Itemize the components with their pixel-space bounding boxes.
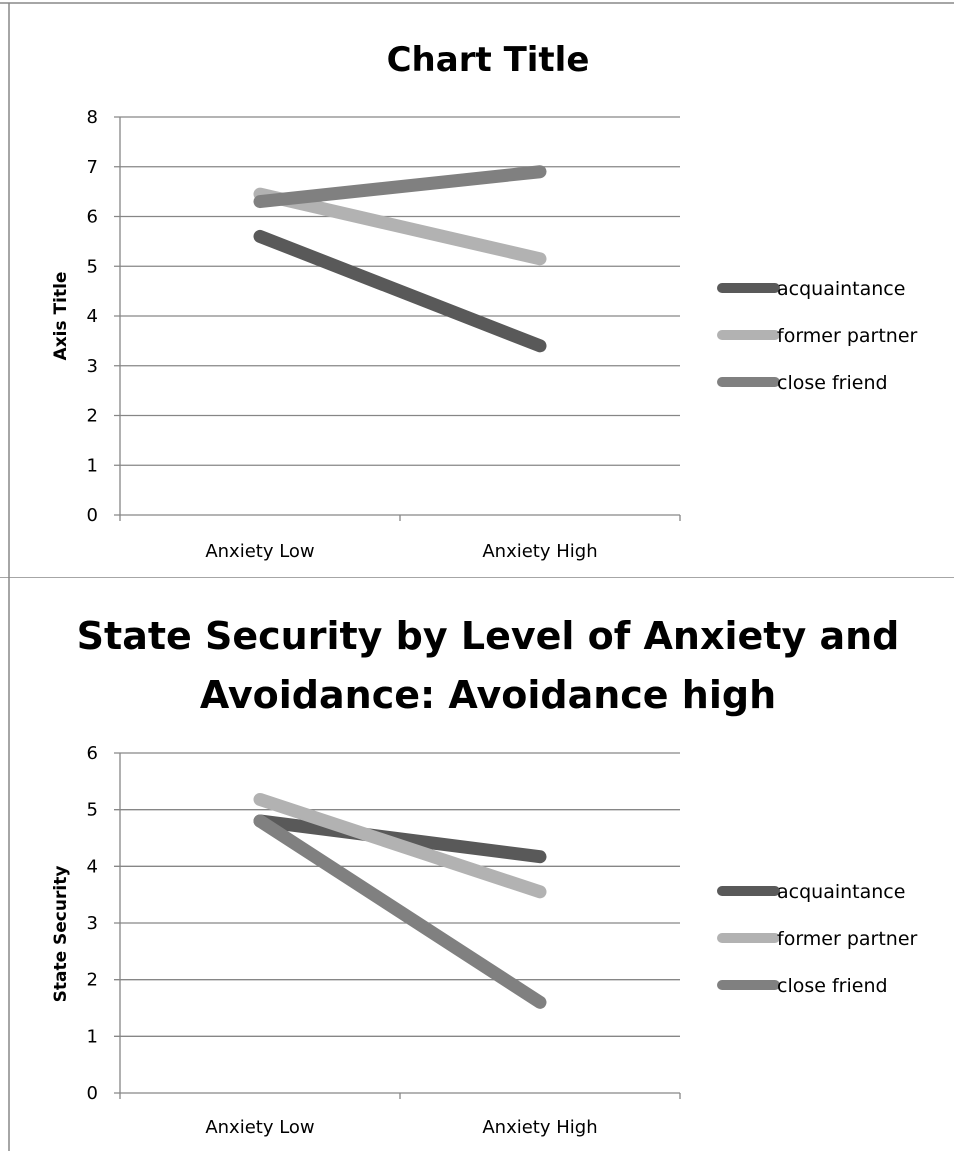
y-tick-label: 3 <box>87 913 98 934</box>
data-point <box>259 201 261 203</box>
data-point <box>539 171 541 173</box>
data-point <box>539 258 541 260</box>
series-line-acquaintance <box>253 229 547 353</box>
data-point <box>259 235 261 237</box>
y-tick-label: 2 <box>87 970 98 991</box>
x-tick-label: Anxiety High <box>482 1117 597 1138</box>
chart-panel-2: State Security by Level of Anxiety and A… <box>0 578 954 1151</box>
y-tick-label: 2 <box>87 406 98 427</box>
y-tick-label: 5 <box>87 800 98 821</box>
y-tick-label: 6 <box>87 743 98 764</box>
legend-label: former partner <box>777 325 918 347</box>
y-tick-label: 6 <box>87 207 98 228</box>
chart-title: Chart Title <box>387 40 590 80</box>
data-point <box>539 1001 541 1003</box>
data-point <box>259 820 261 822</box>
chart-title-line-1: State Security by Level of Anxiety and <box>77 614 900 658</box>
chart-panel-1: Chart Title Axis Title 0 1 2 3 4 5 6 7 8 Anxiety … <box>0 2 954 578</box>
legend-label: acquaintance <box>777 881 905 903</box>
x-tick-label: Anxiety High <box>482 541 597 562</box>
y-tick-label: 4 <box>87 856 98 877</box>
data-point <box>259 193 261 195</box>
chart-2-svg: State Security by Level of Anxiety and A… <box>8 578 918 1151</box>
series-line-former-partner <box>253 792 547 899</box>
y-tick-label: 4 <box>87 306 98 327</box>
series-line-close-friend <box>253 165 547 209</box>
data-point <box>539 345 541 347</box>
y-axis-title: Axis Title <box>51 272 71 361</box>
legend-label: close friend <box>777 372 888 394</box>
data-point <box>539 856 541 858</box>
y-tick-label: 0 <box>87 1083 98 1104</box>
series-line-close-friend <box>253 814 547 1009</box>
data-point <box>259 798 261 800</box>
y-tick-label: 0 <box>87 505 98 526</box>
data-point <box>539 891 541 893</box>
chart-title-line-2: Avoidance: Avoidance high <box>200 673 776 717</box>
series-line-former-partner <box>253 187 547 266</box>
y-tick-label: 3 <box>87 356 98 377</box>
y-tick-label: 1 <box>87 1026 98 1047</box>
legend-label: close friend <box>777 975 888 997</box>
chart-1-svg: Chart Title Axis Title 0 1 2 3 4 5 6 7 8 Anxiety … <box>0 2 954 578</box>
y-tick-label: 5 <box>87 256 98 277</box>
y-axis-title: State Security <box>51 866 71 1003</box>
x-tick-label: Anxiety Low <box>205 541 314 562</box>
y-tick-label: 7 <box>87 157 98 178</box>
legend-label: former partner <box>777 928 918 950</box>
x-tick-label: Anxiety Low <box>205 1117 314 1138</box>
y-tick-label: 1 <box>87 455 98 476</box>
legend-label: acquaintance <box>777 278 905 300</box>
y-tick-label: 8 <box>87 107 98 128</box>
